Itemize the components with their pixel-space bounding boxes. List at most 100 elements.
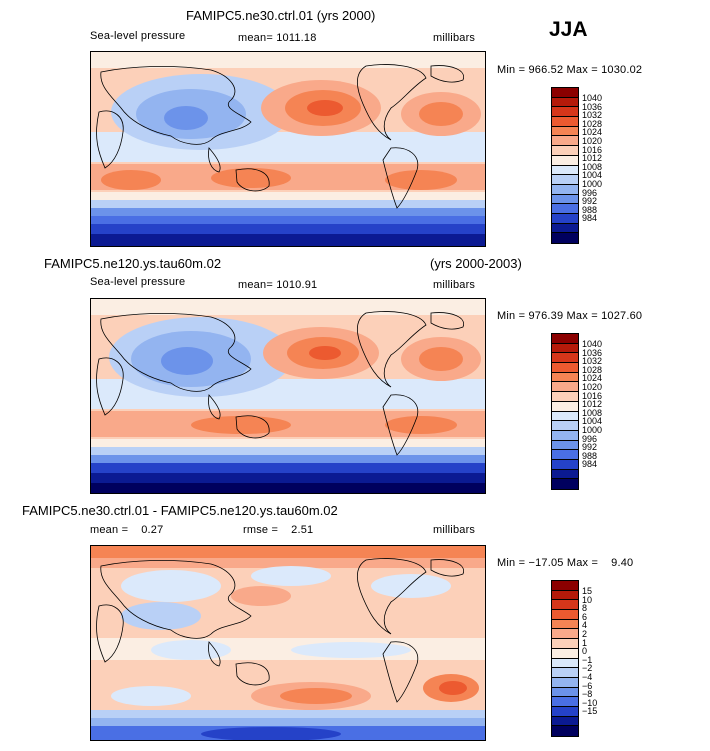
panel2-map (90, 298, 486, 494)
panel3-units: millibars (433, 524, 476, 536)
panel2-swatch (552, 430, 578, 441)
panel3-swatch (552, 610, 578, 620)
panel1-variable: Sea-level pressure (90, 30, 186, 42)
panel2-units: millibars (433, 279, 476, 291)
panel3-swatch (552, 697, 578, 707)
panel1-swatch (552, 88, 578, 98)
panel2-swatch (552, 392, 578, 402)
panel2-swatch (552, 440, 578, 451)
panel3-swatch (552, 600, 578, 611)
panel1-level: 1008 (582, 161, 603, 172)
panel1-swatch (552, 136, 578, 147)
panel3-swatch (552, 687, 578, 698)
panel3-swatch (552, 629, 578, 640)
panel2-level: 1012 (582, 399, 603, 410)
panel3-level: −2 (582, 663, 593, 674)
panel1-mean: mean= 1011.18 (238, 32, 317, 44)
panel2-level: 1016 (582, 390, 603, 401)
panel2-swatch (552, 469, 578, 480)
panel3-colorbar (551, 580, 579, 737)
panel1-minmax: Min = 966.52 Max = 1030.02 (497, 64, 643, 76)
panel1-colorbar-labels: 1040 1036 1032 1028 1024 1020 1016 1012 … (582, 93, 603, 224)
panel1-colorbar (551, 87, 579, 244)
panel2-swatch (552, 363, 578, 373)
panel3-swatch (552, 706, 578, 717)
panel2-level: 1040 (582, 339, 603, 349)
panel1-swatch (552, 194, 578, 205)
panel3-swatch (552, 590, 578, 601)
panel2-colorbar (551, 333, 579, 490)
panel1-level: 984 (582, 213, 598, 224)
panel1-swatch (552, 117, 578, 127)
panel1-level: 1040 (582, 93, 603, 103)
panel1-swatch (552, 213, 578, 224)
panel1-swatch (552, 233, 578, 243)
panel3-swatch (552, 668, 578, 678)
panel3-swatch (552, 677, 578, 688)
panel3-level: −1 (582, 654, 593, 665)
panel3-level: 1 (582, 637, 588, 648)
panel2-swatch (552, 411, 578, 422)
panel1-swatch (552, 184, 578, 195)
panel2-level: 984 (582, 459, 598, 470)
panel3-swatch (552, 716, 578, 727)
panel1-level: 1036 (582, 101, 603, 112)
panel1-level: 1000 (582, 178, 603, 189)
panel2-swatch (552, 372, 578, 383)
panel2-level: 1024 (582, 373, 603, 384)
panel1-swatch (552, 155, 578, 166)
panel2-level: 988 (582, 450, 598, 461)
panel1-swatch (552, 175, 578, 185)
panel3-level: 2 (582, 628, 588, 639)
panel1-level: 992 (582, 196, 598, 207)
panel2-swatch (552, 479, 578, 489)
panel2-level: 996 (582, 433, 598, 444)
panel2-title: FAMIPC5.ne120.ys.tau60m.02 (44, 256, 222, 271)
panel1-level: 1016 (582, 144, 603, 155)
panel2-swatch (552, 450, 578, 460)
panel1-level: 1032 (582, 110, 603, 121)
panel2-mean: mean= 1010.91 (238, 279, 318, 291)
panel1-swatch (552, 97, 578, 108)
panel1-swatch (552, 223, 578, 234)
panel3-level: −6 (582, 680, 593, 691)
panel2-minmax: Min = 976.39 Max = 1027.60 (497, 310, 643, 322)
panel2-swatch (552, 334, 578, 344)
panel3-minmax: Min = −17.05 Max = 9.40 (497, 557, 634, 569)
panel1-level: 1028 (582, 118, 603, 129)
panel3-level: 6 (582, 611, 588, 622)
panel3-level: 4 (582, 620, 588, 631)
panel2-swatch (552, 353, 578, 364)
panel1-level: 988 (582, 204, 598, 215)
panel2-level: 1020 (582, 381, 603, 392)
panel1-level: 1012 (582, 153, 603, 164)
panel3-level: 15 (582, 586, 593, 596)
panel1-level: 1004 (582, 170, 603, 181)
panel1-units: millibars (433, 32, 476, 44)
panel2-swatch (552, 343, 578, 354)
panel3-level: −8 (582, 689, 593, 700)
panel3-level: 0 (582, 646, 588, 657)
panel2-swatch (552, 382, 578, 393)
season-label: JJA (549, 18, 588, 41)
panel3-colorbar-labels: 15 10 8 6 4 2 1 0 −1 −2 −4 −6 −8 −10 −15 (582, 586, 598, 716)
panel1-swatch (552, 126, 578, 137)
panel2-level: 992 (582, 442, 598, 453)
panel1-title: FAMIPC5.ne30.ctrl.01 (yrs 2000) (186, 8, 376, 23)
panel3-level: −10 (582, 697, 598, 708)
panel3-swatch (552, 726, 578, 736)
panel3-swatch (552, 581, 578, 591)
panel1-level: 1024 (582, 127, 603, 138)
panel3-swatch (552, 619, 578, 630)
panel3-level: 10 (582, 594, 593, 605)
panel2-level: 1008 (582, 407, 603, 418)
panel1-swatch (552, 107, 578, 118)
panel2-level: 1000 (582, 424, 603, 435)
panel3-level: −4 (582, 671, 593, 682)
panel3-swatch (552, 658, 578, 669)
panel1-swatch (552, 204, 578, 214)
panel3-title: FAMIPC5.ne30.ctrl.01 - FAMIPC5.ne120.ys.… (22, 503, 338, 518)
panel1-swatch (552, 165, 578, 176)
panel2-variable: Sea-level pressure (90, 276, 186, 288)
panel2-level: 1032 (582, 356, 603, 367)
